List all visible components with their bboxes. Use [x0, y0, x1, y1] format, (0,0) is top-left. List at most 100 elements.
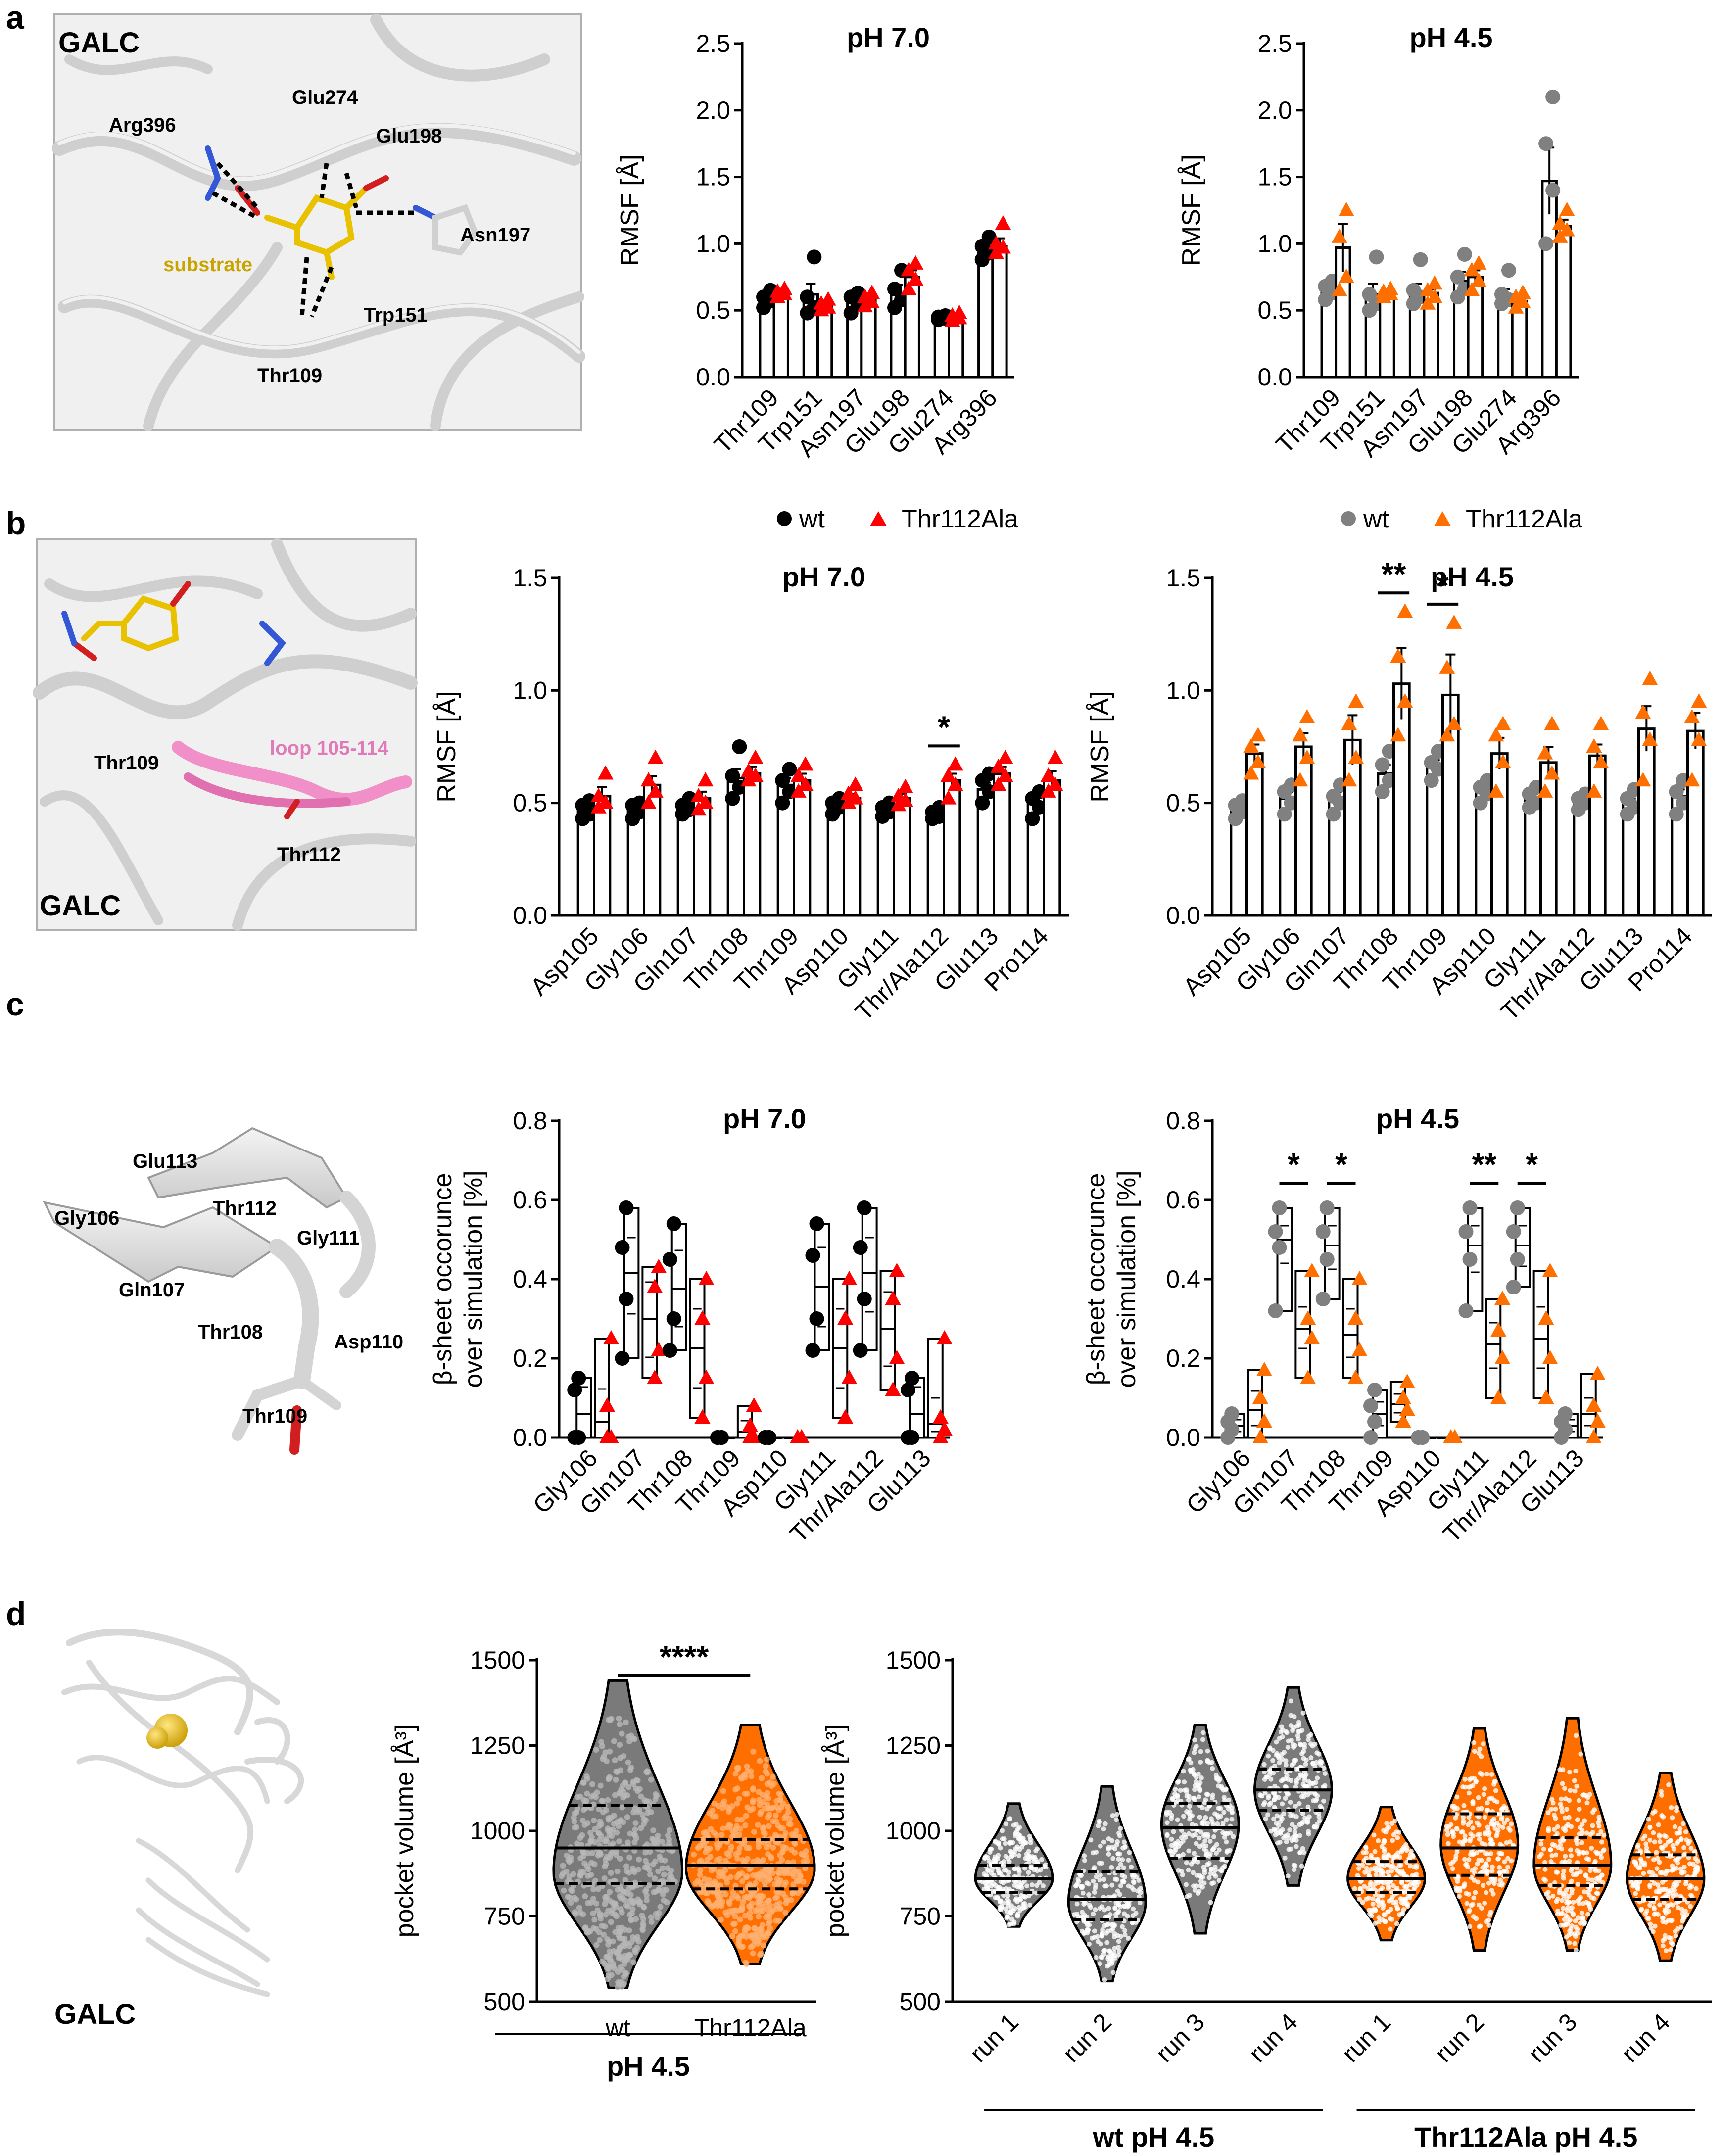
c1-point-thr112ala: [841, 1271, 858, 1285]
b1-point-thr112ala: [640, 794, 657, 809]
d2-data-dot: [1367, 1882, 1373, 1887]
d2-data-dot: [1352, 1886, 1357, 1891]
d2-data-dot: [1211, 1834, 1217, 1839]
d2-data-dot: [1574, 1866, 1580, 1871]
d1-data-dot: [788, 1897, 794, 1903]
d1-data-dot: [770, 1844, 776, 1851]
d2-data-dot: [1585, 1876, 1591, 1882]
d2-data-dot: [1502, 1859, 1507, 1865]
d1-data-dot: [790, 1889, 797, 1896]
d2-data-dot: [1471, 1852, 1476, 1857]
d1-data-dot: [633, 1835, 639, 1842]
d2-data-dot: [1093, 1882, 1099, 1888]
d2-data-dot: [1670, 1815, 1675, 1821]
d2-data-dot: [1130, 1920, 1135, 1925]
d2-data-dot: [1647, 1882, 1653, 1888]
b2-y-tick-label: 1.0: [1166, 676, 1200, 704]
d2-data-dot: [1187, 1809, 1193, 1814]
c2-point-wt: [1315, 1224, 1331, 1239]
b2-point-thr112ala: [1593, 716, 1609, 730]
d2-data-dot: [1394, 1921, 1399, 1926]
d2-data-dot: [1301, 1850, 1306, 1855]
d2-data-dot: [1211, 1880, 1216, 1886]
d2-data-dot: [1313, 1780, 1319, 1785]
d1-data-dot: [612, 1792, 618, 1798]
d2-data-dot: [1693, 1864, 1699, 1869]
d2-data-dot: [1559, 1796, 1564, 1802]
d1-data-dot: [591, 1817, 597, 1823]
d1-data-dot: [792, 1841, 798, 1847]
c1-point-wt: [805, 1343, 820, 1358]
d2-data-dot: [1285, 1832, 1291, 1838]
d2-data-dot: [1550, 1893, 1556, 1899]
a2-point-thr112ala: [1508, 288, 1524, 303]
d1-data-dot: [605, 1963, 611, 1969]
d2-data-dot: [1215, 1815, 1221, 1820]
d2-data-dot: [1022, 1866, 1027, 1871]
d2-data-dot: [1571, 1900, 1576, 1905]
d2-data-dot: [1395, 1906, 1400, 1911]
d2-data-dot: [1119, 1872, 1125, 1878]
d1-data-dot: [774, 1894, 780, 1900]
d2-data-dot: [1364, 1866, 1369, 1871]
d1-data-dot: [777, 1791, 784, 1798]
d1-data-dot: [568, 1857, 574, 1864]
d1-data-dot: [604, 1894, 610, 1900]
d2-data-dot: [1490, 1864, 1495, 1869]
d2-data-dot: [1554, 1899, 1559, 1904]
d2-data-dot: [1416, 1879, 1421, 1885]
d1-data-dot: [800, 1852, 807, 1858]
d1-data-dot: [747, 1915, 754, 1921]
d2-data-dot: [1028, 1864, 1034, 1869]
d2-data-dot: [1389, 1916, 1394, 1922]
d2-data-dot: [1121, 1918, 1127, 1924]
d2-data-dot: [1567, 1928, 1573, 1934]
d2-violin-thr112ala-run-3: [1532, 1717, 1613, 1952]
d1-data-dot: [617, 1767, 623, 1773]
b1-y-tick-label: 0.0: [513, 902, 547, 929]
a1-point-thr112ala: [813, 295, 829, 310]
d2-data-dot: [1280, 1801, 1285, 1807]
d2-data-dot: [1577, 1831, 1582, 1837]
d1-data-dot: [605, 1941, 612, 1948]
d2-data-dot: [1568, 1847, 1573, 1853]
d2-x-tick-label: run 3: [1150, 2008, 1210, 2067]
b1-point-thr112ala: [590, 799, 607, 814]
d1-data-dot: [619, 1730, 625, 1737]
d2-data-dot: [1384, 1821, 1389, 1826]
d1-x-tick-label: wt: [605, 2014, 630, 2042]
d1-data-dot: [561, 1887, 567, 1894]
d1-data-dot: [734, 1800, 740, 1807]
d2-data-dot: [1475, 1879, 1481, 1885]
d2-data-dot: [1448, 1822, 1454, 1827]
d2-data-dot: [1121, 1879, 1127, 1884]
d2-data-dot: [1207, 1851, 1213, 1857]
c2-significance-label: *: [1335, 1147, 1347, 1182]
d1-data-dot: [768, 1854, 774, 1860]
d1-data-dot: [748, 1905, 754, 1911]
d2-data-dot: [1204, 1806, 1210, 1812]
d2-data-dot: [1647, 1825, 1653, 1830]
d1-data-dot: [644, 1810, 651, 1816]
b1-bar-wt-gln107: [676, 806, 696, 917]
d1-data-dot: [765, 1814, 771, 1821]
d2-data-dot: [1598, 1829, 1604, 1834]
d1-data-dot: [759, 1869, 765, 1875]
d1-data-dot: [742, 1960, 749, 1966]
a1-point-thr112ala: [863, 285, 880, 299]
d1-data-dot: [698, 1857, 704, 1864]
d2-data-dot: [1657, 1839, 1663, 1844]
d1-data-dot: [732, 1771, 739, 1777]
d1-data-dot: [751, 1925, 758, 1931]
d1-data-dot: [611, 1965, 618, 1972]
d2-data-dot: [1318, 1804, 1323, 1809]
b2-point-thr112ala: [1292, 772, 1308, 787]
d2-data-dot: [1192, 1737, 1197, 1743]
a2-point-wt: [1538, 136, 1554, 151]
d1-data-dot: [776, 1870, 783, 1876]
c1-y-tick-label: 0.6: [513, 1186, 547, 1214]
d1-data-dot: [585, 1866, 592, 1872]
b1-point-thr112ala: [840, 785, 857, 800]
d2-data-dot: [1173, 1841, 1179, 1847]
d2-data-dot: [1105, 1954, 1111, 1960]
